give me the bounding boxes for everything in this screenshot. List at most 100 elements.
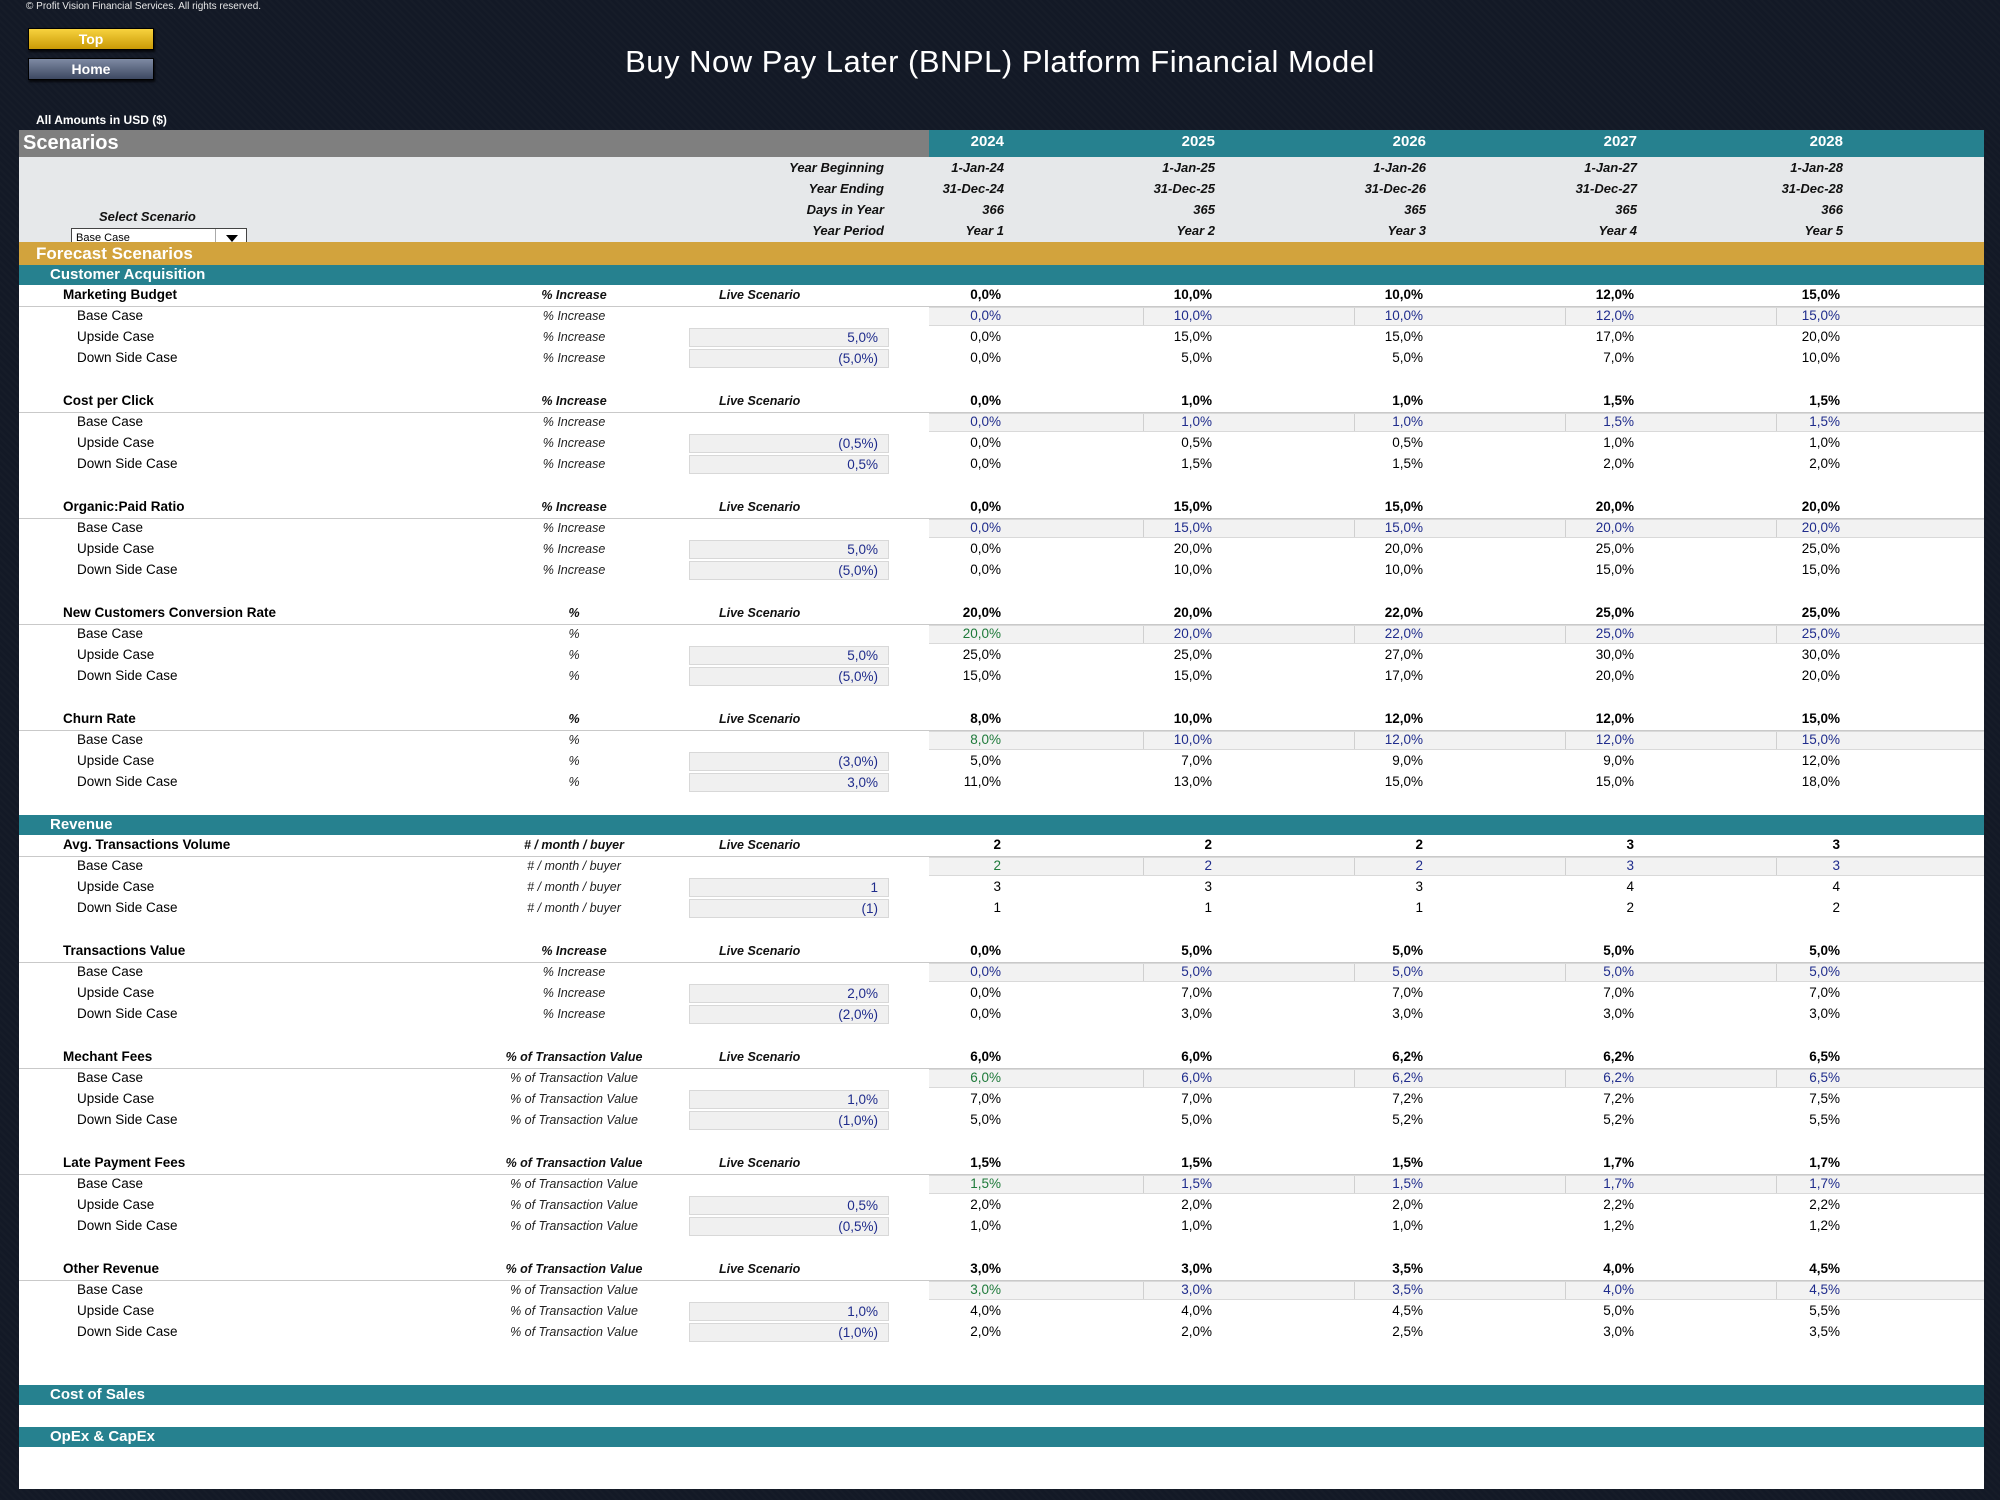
down-adjustment-input[interactable]: (0,5%) [689,1217,889,1236]
top-button[interactable]: Top [28,28,154,50]
value-cell: 20,0% [962,605,1001,620]
upside-adjustment-input[interactable]: 5,0% [689,646,889,665]
value-cell: 2,0% [1181,1197,1212,1212]
live-scenario-label: Live Scenario [719,944,801,958]
base-case-input-strip[interactable] [929,519,1984,538]
value-cell: 10,0% [1384,308,1423,323]
down-adjustment-input[interactable]: (5,0%) [689,667,889,686]
upside-adjustment-input[interactable]: 2,0% [689,984,889,1003]
base-case-input-strip[interactable] [929,625,1984,644]
base-case-input-strip[interactable] [929,963,1984,982]
down-adjustment-input[interactable]: (5,0%) [689,561,889,580]
value-cell: 0,0% [970,308,1001,323]
value-cell: 1,5% [1603,414,1634,429]
value-cell: 6,2% [1603,1049,1634,1064]
base-case-input-strip[interactable] [929,307,1984,326]
header-row-value: 1-Jan-25 [1162,160,1215,175]
value-cell: 5,0% [970,1112,1001,1127]
section-header[interactable]: OpEx & CapEx [19,1427,1984,1447]
live-scenario-label: Live Scenario [719,1262,801,1276]
value-cell: 6,2% [1392,1049,1423,1064]
upside-adjustment-input[interactable]: (3,0%) [689,752,889,771]
metric-row: Other Revenue % of Transaction Value Live … [19,1259,1984,1281]
cell-divider [1776,1282,1777,1299]
live-scenario-label: Live Scenario [719,606,801,620]
base-case-input-strip[interactable] [929,1175,1984,1194]
upside-adjustment-input[interactable]: 5,0% [689,540,889,559]
value-cell: 6,0% [1181,1049,1212,1064]
year-header: 2025 [1181,133,1215,150]
cell-divider [1565,414,1566,431]
case-label: Base Case [77,732,144,747]
cell-divider [1776,414,1777,431]
value-cell: 30,0% [1801,647,1840,662]
down-case-row: Down Side Case % Increase (5,0%) 0,0% 5,0% 5,… [19,348,1984,369]
cell-divider [1354,520,1355,537]
value-cell: 1 [1204,900,1212,915]
down-adjustment-input[interactable]: 3,0% [689,773,889,792]
section-header[interactable]: Cost of Sales [19,1385,1984,1405]
chevron-down-icon[interactable] [215,229,246,247]
cell-divider [1143,858,1144,875]
down-case-row: Down Side Case % Increase (2,0%) 0,0% 3,0% 3,… [19,1004,1984,1025]
value-cell: 0,0% [970,541,1001,556]
value-cell: 5,2% [1603,1112,1634,1127]
base-case-input-strip[interactable] [929,413,1984,432]
metric-unit: % [568,669,580,683]
value-cell: 4,5% [1809,1261,1840,1276]
value-cell: 7,0% [1603,985,1634,1000]
cell-divider [1565,308,1566,325]
down-adjustment-input[interactable]: (5,0%) [689,349,889,368]
base-case-input-strip[interactable] [929,1069,1984,1088]
value-cell: 7,0% [1181,753,1212,768]
cell-divider [1565,626,1566,643]
value-cell: 0,0% [970,456,1001,471]
value-cell: 10,0% [1384,562,1423,577]
upside-adjustment-input[interactable]: 5,0% [689,328,889,347]
down-adjustment-input[interactable]: 0,5% [689,455,889,474]
scenario-selector-panel: Select Scenario Base Case Year Beginning… [19,157,1984,248]
cell-divider [1143,414,1144,431]
upside-case-row: Upside Case % of Transaction Value 1,0% 7,0… [19,1089,1984,1110]
base-case-input-strip[interactable] [929,731,1984,750]
upside-adjustment-input[interactable]: (0,5%) [689,434,889,453]
value-cell: 12,0% [1384,732,1423,747]
copyright-text: © Profit Vision Financial Services. All … [26,1,262,12]
value-cell: 0,0% [970,393,1001,408]
value-cell: 20,0% [1384,541,1423,556]
header-row-value: 31-Dec-24 [942,181,1004,196]
value-cell: 15,0% [1173,499,1212,514]
header-row-value: 1-Jan-26 [1373,160,1426,175]
base-case-input-strip[interactable] [929,857,1984,876]
case-label: Base Case [77,308,144,323]
value-cell: 1,2% [1809,1218,1840,1233]
cell-divider [1354,308,1355,325]
down-adjustment-input[interactable]: (1) [689,899,889,918]
upside-adjustment-input[interactable]: 1,0% [689,1302,889,1321]
down-adjustment-input[interactable]: (2,0%) [689,1005,889,1024]
value-cell: 6,2% [1603,1070,1634,1085]
value-cell: 2,0% [1392,1197,1423,1212]
metric-unit: % of Transaction Value [505,1050,643,1064]
home-button[interactable]: Home [28,58,154,80]
header-row-value: 31-Dec-28 [1781,181,1843,196]
value-cell: 1,5% [1392,456,1423,471]
value-cell: 13,0% [1173,774,1212,789]
metric-row: New Customers Conversion Rate% Live Scena… [19,603,1984,625]
down-adjustment-input[interactable]: (1,0%) [689,1323,889,1342]
metric-row: Marketing Budget % Increase Live Scenario 0… [19,285,1984,307]
case-label: Base Case [77,964,144,979]
value-cell: 7,0% [970,1091,1001,1106]
header-row-value: 31-Dec-25 [1153,181,1215,196]
base-case-input-strip[interactable] [929,1281,1984,1300]
metric-unit: % of Transaction Value [505,1156,643,1170]
upside-adjustment-input[interactable]: 1 [689,878,889,897]
cell-divider [1354,732,1355,749]
down-adjustment-input[interactable]: (1,0%) [689,1111,889,1130]
year-header: 2027 [1603,133,1637,150]
upside-adjustment-input[interactable]: 1,0% [689,1090,889,1109]
base-case-row: Base Case % of Transaction Value 3,0% 3,0% 3… [19,1280,1984,1301]
base-case-row: Base Case % of Transaction Value 1,5% 1,5% 1… [19,1174,1984,1195]
upside-adjustment-input[interactable]: 0,5% [689,1196,889,1215]
value-cell: 10,0% [1173,287,1212,302]
